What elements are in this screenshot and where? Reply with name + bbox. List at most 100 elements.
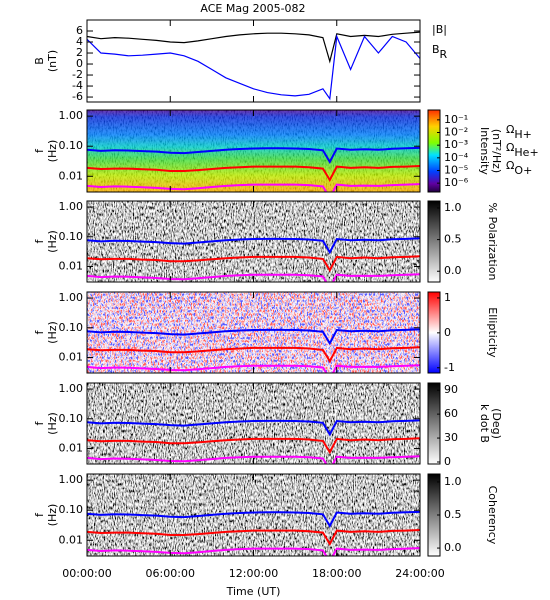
panel: 10⁻¹10⁻²10⁻³10⁻⁴10⁻⁵10⁻⁶ Intensity (nT²/Hz… (33, 109, 539, 193)
y-axis-unit: (Hz) (46, 230, 59, 253)
legend-subscript: O+ (514, 164, 532, 177)
legend-entry: ΩH+ (506, 123, 532, 141)
colorbar-tick-label: 10⁻² (444, 126, 468, 139)
y-tick-label: 0.01 (59, 350, 84, 363)
legend-name: Ω (506, 141, 514, 154)
y-tick-label: 0.10 (59, 139, 84, 152)
legend-name: Ω (506, 159, 514, 172)
y-axis-unit: (Hz) (46, 140, 59, 163)
y-axis-unit: (Hz) (46, 321, 59, 344)
series-line (87, 419, 420, 437)
colorbar (427, 109, 441, 193)
y-tick-label: 0.10 (59, 503, 84, 516)
colorbar-label-unit: (nT²/Hz) (490, 129, 503, 173)
colorbar (427, 382, 441, 465)
y-axis-unit: (Hz) (46, 504, 59, 527)
legend-entry: BR (432, 43, 448, 61)
y-axis-label: f (33, 238, 46, 243)
colorbar-tick-label: 30 (444, 431, 458, 444)
x-tick-label: 06:00:00 (146, 567, 195, 580)
series-line (87, 146, 420, 164)
colorbar-tick-label: 10⁻⁴ (444, 151, 469, 164)
y-tick-label: 1.00 (59, 291, 84, 304)
y-tick-label: 0.01 (59, 169, 84, 182)
colorbar-tick-label: 10⁻⁶ (444, 176, 469, 189)
colorbar-label-unit: (Deg) (490, 408, 503, 439)
colorbar-tick-label: 1.0 (444, 475, 462, 488)
y-tick-label: 0.10 (59, 412, 84, 425)
series-line (87, 437, 420, 455)
y-axis-label: B (33, 57, 46, 65)
colorbar-tick-label: 0.5 (444, 233, 462, 246)
series-line (87, 364, 420, 373)
colorbar-tick-label: 0.0 (444, 264, 462, 277)
chart-title: ACE Mag 2005-082 (200, 2, 305, 15)
legend-subscript: R (440, 48, 448, 61)
y-tick-label: 0.10 (59, 230, 84, 243)
series-line (87, 237, 420, 255)
series-line (87, 510, 420, 528)
panel: -1 0 1 Ellipticity 1.00 0.10 0.01 f (Hz) (33, 291, 499, 374)
y-tick-label: 6 (76, 24, 83, 37)
y-tick-label: 0.10 (59, 321, 84, 334)
colorbar-label: Coherency (486, 486, 499, 545)
colorbar-label: % Polarization (486, 203, 499, 281)
series-line (87, 273, 420, 282)
series-line (87, 346, 420, 364)
y-tick-label: -6 (72, 90, 83, 103)
x-tick-label: 00:00:00 (62, 567, 111, 580)
colorbar (427, 200, 441, 283)
legend-name: |B| (432, 23, 447, 36)
y-axis-unit: (nT) (46, 50, 59, 72)
series-line (87, 529, 420, 547)
x-axis-label: Time (UT) (226, 585, 281, 598)
y-tick-label: 4 (76, 35, 83, 48)
y-tick-label: 1.00 (59, 200, 84, 213)
colorbar-tick-label: 10⁻⁵ (444, 163, 468, 176)
panel: 0.0 0.5 1.0 Coherency 1.00 0.10 0.01 00:00:00 06… (33, 473, 499, 598)
colorbar-tick-label: -1 (444, 361, 455, 374)
colorbar-tick-label: 90 (444, 383, 458, 396)
y-tick-label: 0.01 (59, 441, 84, 454)
series-line (87, 165, 420, 183)
colorbar-tick-label: 1 (444, 291, 451, 304)
y-axis-unit: (Hz) (46, 412, 59, 435)
y-tick-label: -4 (72, 79, 83, 92)
y-tick-label: 1.00 (59, 382, 84, 395)
x-tick-label: 18:00:00 (312, 567, 361, 580)
y-tick-label: 1.00 (59, 473, 84, 486)
y-tick-label: 0 (76, 57, 83, 70)
legend-subscript: H+ (514, 128, 532, 141)
panel: 0 30 60 90 k dot B (Deg) 1.00 0.10 0.01 f (Hz) (33, 382, 503, 468)
colorbar-tick-label: 10⁻¹ (444, 113, 468, 126)
x-tick-label: 24:00:00 (395, 567, 444, 580)
legend-entry: ΩHe+ (506, 141, 539, 159)
y-axis-label: f (33, 148, 46, 153)
colorbar-tick-label: 0 (444, 326, 451, 339)
y-axis-label: f (33, 512, 46, 517)
series-line (87, 455, 420, 464)
legend-entry: |B| (432, 23, 447, 36)
series-line (87, 547, 420, 556)
colorbar-tick-label: 0 (444, 455, 451, 468)
series-line (87, 34, 420, 101)
legend-entry: ΩO+ (506, 159, 532, 177)
colorbar-tick-label: 10⁻³ (444, 138, 468, 151)
colorbar-tick-label: 0.5 (444, 508, 462, 521)
series-line (87, 328, 420, 346)
colorbar-tick-label: 60 (444, 407, 458, 420)
panel: 0.0 0.5 1.0 % Polarization 1.00 0.10 0.01 f (Hz) (33, 200, 499, 283)
series-line (87, 255, 420, 273)
series-line (87, 183, 420, 192)
legend-name: Ω (506, 123, 514, 136)
y-axis-label: f (33, 420, 46, 425)
x-tick-label: 12:00:00 (229, 567, 278, 580)
y-tick-label: 1.00 (59, 109, 84, 122)
y-tick-label: 0.01 (59, 259, 84, 272)
colorbar-label: k dot B (478, 404, 491, 443)
y-tick-label: -2 (72, 68, 83, 81)
legend-subscript: He+ (514, 146, 538, 159)
